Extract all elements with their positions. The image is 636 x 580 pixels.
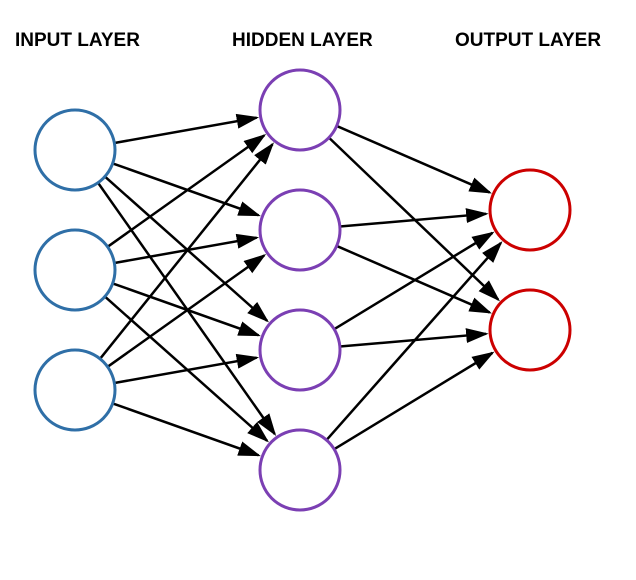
hidden-node — [260, 190, 340, 270]
edge — [105, 177, 267, 321]
edge — [114, 118, 256, 143]
input-node — [35, 350, 115, 430]
output-node — [490, 170, 570, 250]
network-svg — [0, 0, 636, 580]
input-node — [35, 230, 115, 310]
edge — [113, 403, 259, 455]
input-node — [35, 110, 115, 190]
edge — [337, 246, 490, 313]
output-node — [490, 290, 570, 370]
edge — [340, 214, 486, 227]
hidden-node — [260, 70, 340, 150]
edge — [105, 297, 267, 441]
edge — [327, 243, 501, 440]
nn-diagram: INPUT LAYER HIDDEN LAYER OUTPUT LAYER — [0, 0, 636, 580]
edges-group — [98, 118, 501, 456]
edge — [108, 255, 265, 366]
edge — [337, 126, 490, 193]
edge — [114, 238, 256, 263]
hidden-node — [260, 310, 340, 390]
edge — [100, 144, 272, 359]
edge — [108, 135, 265, 246]
edge — [113, 283, 259, 335]
edge — [340, 334, 486, 347]
edge — [334, 353, 492, 449]
hidden-node — [260, 430, 340, 510]
